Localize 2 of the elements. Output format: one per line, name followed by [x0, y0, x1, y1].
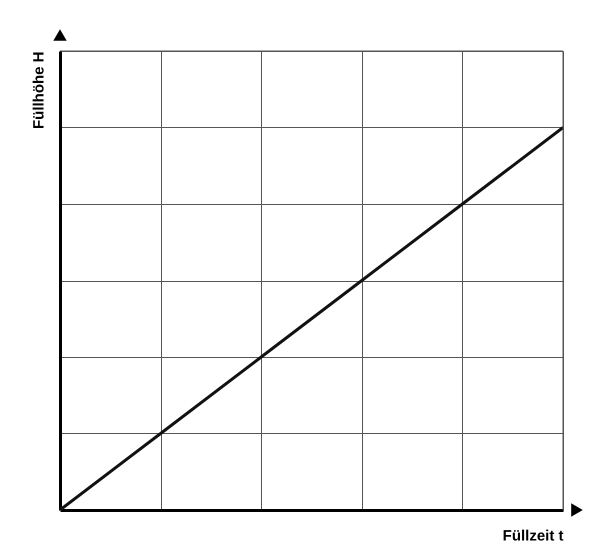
y-axis-title: Füllhöhe H: [30, 52, 48, 129]
x-axis-title: Füllzeit t: [502, 528, 564, 544]
